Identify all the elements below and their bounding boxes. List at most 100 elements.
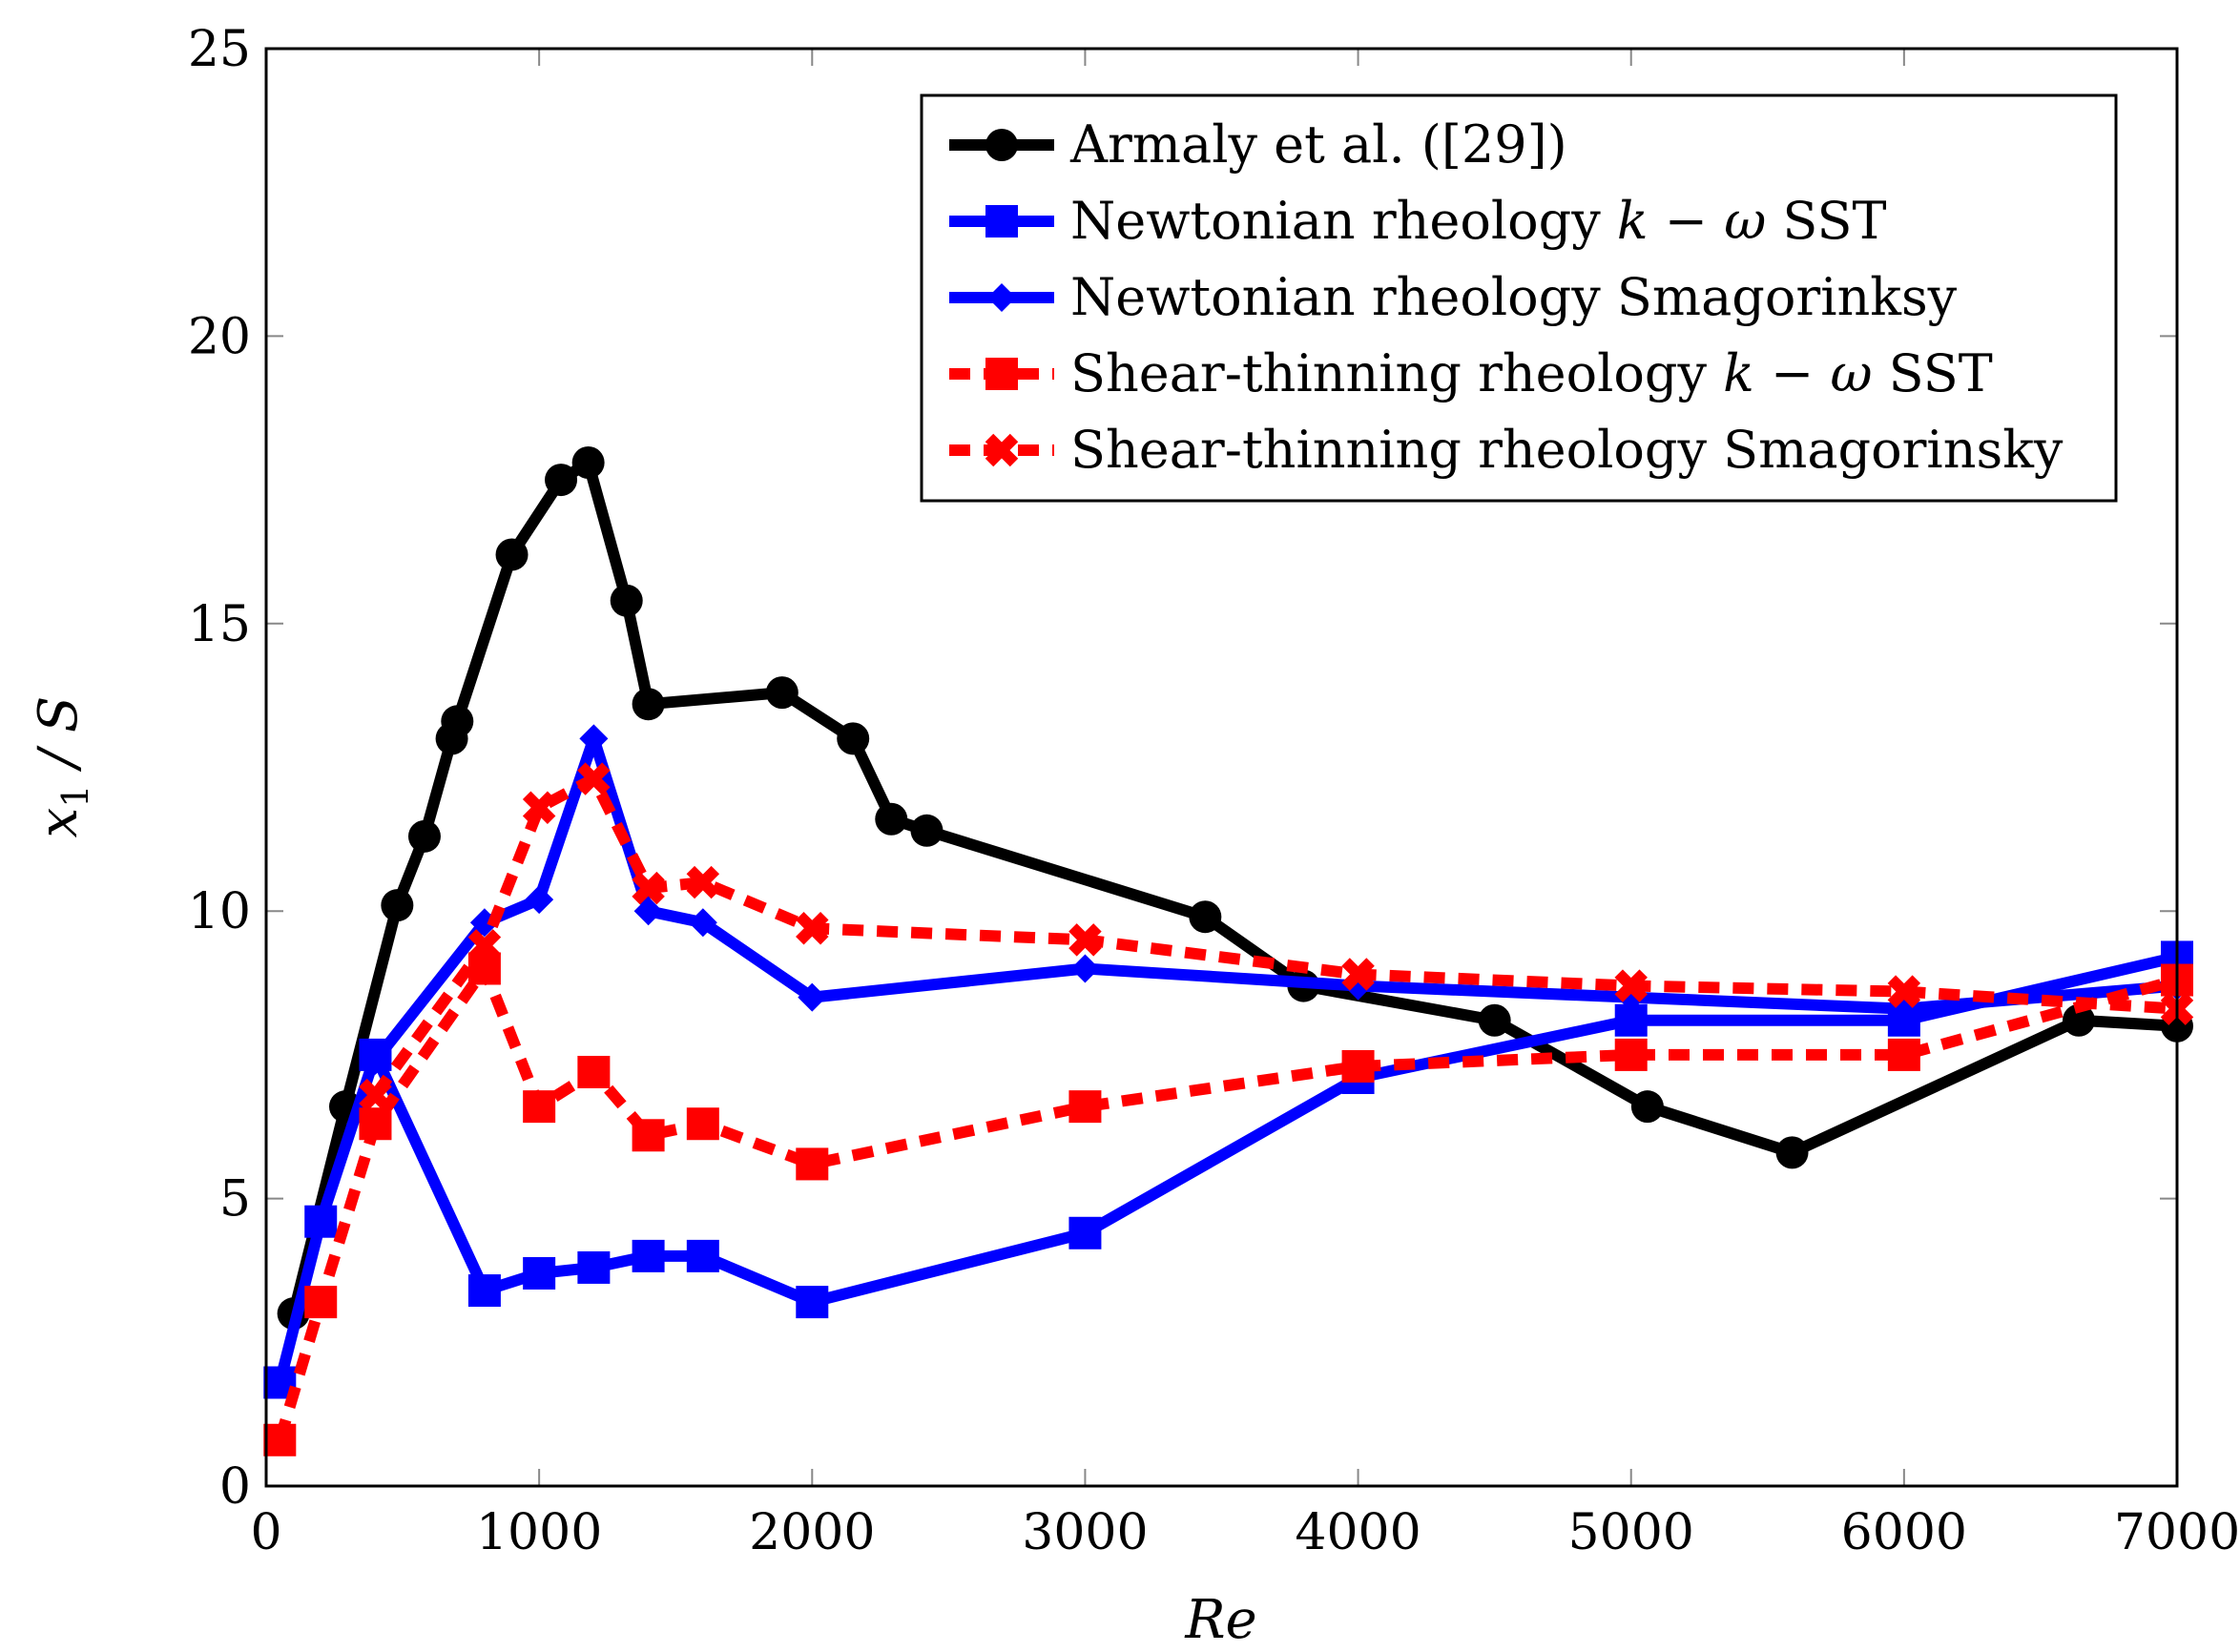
series-4 [359, 762, 2194, 1112]
series-line [274, 951, 2179, 1384]
data-point [632, 871, 665, 905]
legend-item: Newtonian rheology Smagorinksy [949, 267, 1958, 327]
data-point [1189, 900, 1222, 934]
data-point [1887, 975, 1921, 1008]
data-point [2062, 1003, 2095, 1037]
legend-item: Armaly et al. ([29]) [949, 114, 1567, 175]
data-point [523, 1256, 556, 1290]
data-point [798, 982, 827, 1012]
x-tick-label: 1000 [476, 1504, 602, 1561]
data-point [837, 722, 870, 755]
data-point [610, 584, 643, 617]
data-point [381, 889, 414, 922]
data-point [441, 705, 474, 738]
y-tick-label: 0 [219, 1458, 251, 1516]
data-point [304, 1286, 338, 1319]
data-point [525, 885, 554, 915]
data-point [1775, 1136, 1809, 1169]
x-tick-label: 3000 [1022, 1504, 1148, 1561]
legend-item: Shear-thinning rheology k − ω SST [949, 343, 1993, 403]
data-point [910, 814, 944, 847]
legend-item: Newtonian rheology k − ω SST [949, 191, 1886, 251]
data-point [686, 1107, 719, 1141]
legend-marker [985, 129, 1018, 161]
data-point [1887, 1038, 1920, 1071]
data-point [1614, 969, 1648, 1002]
data-point [632, 1119, 665, 1152]
legend-label: Shear-thinning rheology k − ω SST [1070, 343, 1993, 403]
legend-label: Newtonian rheology k − ω SST [1070, 191, 1886, 251]
x-tick-label: 7000 [2114, 1504, 2240, 1561]
legend-marker [985, 358, 1018, 390]
data-point [407, 819, 441, 853]
data-point [359, 1078, 392, 1112]
data-point [304, 1205, 338, 1238]
data-point [523, 1090, 556, 1124]
x-axis-title: Re [1184, 1589, 1256, 1651]
x-tick-label: 4000 [1295, 1504, 1421, 1561]
data-point [263, 1423, 297, 1456]
y-axis-title-subscript: 1 [54, 785, 96, 808]
data-point [1068, 923, 1102, 957]
y-axis-title-main: x [28, 808, 90, 838]
data-point [1630, 1090, 1664, 1124]
series-0 [277, 446, 2193, 1331]
data-point [1341, 1049, 1375, 1083]
data-point [361, 1045, 390, 1075]
data-point [686, 1239, 719, 1272]
data-point [1068, 1216, 1102, 1249]
data-point [633, 897, 663, 926]
data-point [686, 865, 720, 899]
y-axis-title: x1 / S [28, 696, 96, 838]
data-point [571, 446, 605, 480]
data-point [359, 1107, 392, 1141]
data-point [467, 1274, 501, 1308]
x-tick-label: 5000 [1568, 1504, 1694, 1561]
legend-label: Newtonian rheology Smagorinksy [1070, 267, 1958, 327]
legend-marker [985, 205, 1018, 237]
data-point [1068, 1090, 1102, 1124]
series-line [274, 962, 2179, 1442]
data-point [545, 464, 578, 497]
data-point [469, 908, 499, 938]
series-1 [263, 940, 2193, 1399]
legend-box [920, 93, 2118, 503]
legend-marker [985, 433, 1019, 467]
data-point [579, 724, 609, 754]
x-tick-label: 0 [250, 1504, 281, 1561]
data-point [577, 1250, 611, 1284]
data-point [577, 762, 611, 795]
legend-label: Armaly et al. ([29]) [1069, 114, 1567, 175]
x-tick-label: 2000 [749, 1504, 875, 1561]
series-line [287, 457, 2178, 1315]
data-point [796, 912, 829, 945]
series-2 [361, 724, 2191, 1075]
data-point [796, 1286, 829, 1319]
data-point [1478, 1003, 1511, 1037]
plot-frame [264, 47, 2179, 1488]
y-tick-label: 5 [219, 1171, 251, 1229]
y-tick-label: 10 [188, 883, 251, 940]
legend-label: Shear-thinning rheology Smagorinsky [1070, 420, 2064, 480]
x-tick-label: 6000 [1841, 1504, 1967, 1561]
y-axis-title-rest: / S [28, 696, 90, 785]
legend-item: Shear-thinning rheology Smagorinsky [949, 420, 2064, 480]
data-point [467, 929, 502, 962]
data-point [522, 791, 556, 824]
tick-labels: 0 1000 2000 3000 4000 5000 6000 7000 0 5 10 15 20 25 [188, 21, 2240, 1561]
data-point [875, 802, 908, 836]
data-point [765, 676, 799, 710]
series-group [263, 446, 2194, 1456]
y-tick-label: 25 [188, 21, 251, 78]
series-line [370, 773, 2178, 1099]
data-point [1614, 1038, 1648, 1071]
data-point [1341, 958, 1375, 991]
legend-marker [987, 283, 1016, 312]
data-point [632, 688, 665, 721]
y-tick-label: 20 [188, 308, 251, 365]
data-point [1070, 954, 1100, 983]
data-point [577, 1055, 611, 1088]
data-point [796, 1147, 829, 1181]
legend: Armaly et al. ([29]) Newtonian rheology k… [920, 93, 2118, 503]
